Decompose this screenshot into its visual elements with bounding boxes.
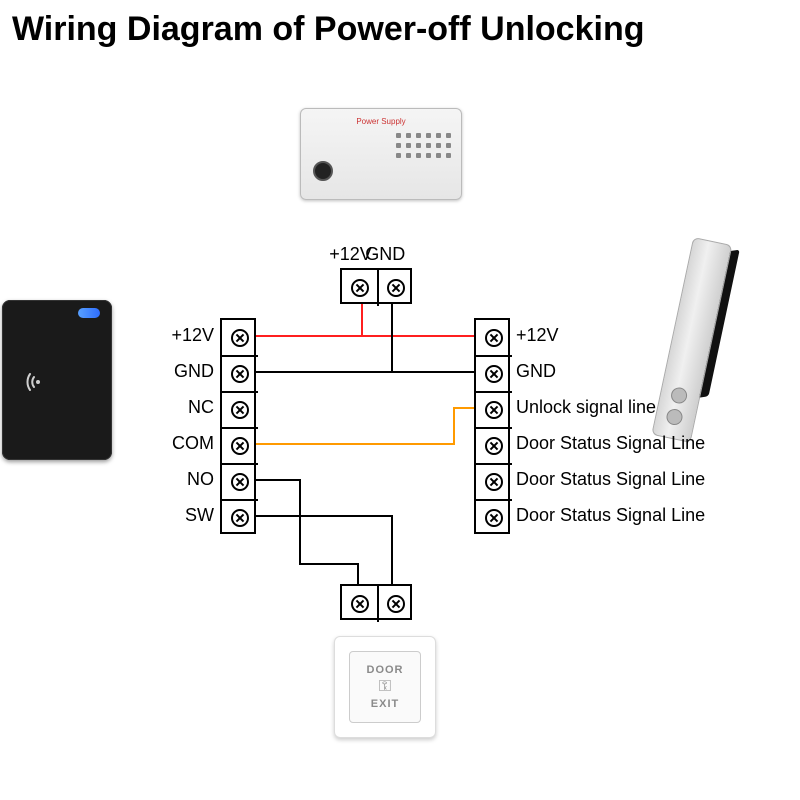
terminal-screw <box>378 586 414 622</box>
terminal-label: GND <box>365 244 405 265</box>
terminal-label: Door Status Signal Line <box>516 433 705 454</box>
exit-label-top: DOOR <box>367 664 404 676</box>
terminal-label: Door Status Signal Line <box>516 505 705 526</box>
terminal-label: NO <box>187 469 214 490</box>
terminal-screw <box>222 500 258 536</box>
wire-black <box>256 480 358 584</box>
rfid-icon <box>24 368 52 396</box>
reader-led-icon <box>78 308 100 318</box>
exit-button-device: DOOR ⚿ EXIT <box>334 636 436 738</box>
diagram-title: Wiring Diagram of Power-off Unlocking <box>12 10 788 49</box>
terminal-label: COM <box>172 433 214 454</box>
terminal-label: GND <box>516 361 556 382</box>
canvas: Wiring Diagram of Power-off Unlocking Po… <box>0 0 800 800</box>
wire-black <box>256 304 392 372</box>
terminal-screw <box>222 392 258 428</box>
terminal-block-left <box>220 318 256 534</box>
terminal-screw <box>476 464 512 500</box>
wire-orange <box>256 408 474 444</box>
terminal-screw <box>378 270 414 306</box>
card-reader-device <box>2 300 112 460</box>
terminal-screw <box>342 586 378 622</box>
terminal-screw <box>476 356 512 392</box>
wire-black <box>256 516 392 584</box>
terminal-screw <box>476 320 512 356</box>
terminal-screw <box>222 320 258 356</box>
wire-red <box>256 304 362 336</box>
terminal-label: SW <box>185 505 214 526</box>
terminal-screw <box>476 500 512 536</box>
exit-label-bottom: EXIT <box>371 698 399 710</box>
terminal-screw <box>342 270 378 306</box>
terminal-label: GND <box>174 361 214 382</box>
terminal-screw <box>222 428 258 464</box>
terminal-block-right <box>474 318 510 534</box>
terminal-screw <box>222 464 258 500</box>
power-supply-device: Power Supply <box>300 108 462 200</box>
terminal-screw <box>476 428 512 464</box>
terminal-screw <box>222 356 258 392</box>
key-icon: ⚿ <box>379 678 391 696</box>
terminal-block-exit <box>340 584 412 620</box>
terminal-block-psu <box>340 268 412 304</box>
psu-label: Power Supply <box>356 117 405 126</box>
terminal-label: NC <box>188 397 214 418</box>
terminal-label: +12V <box>171 325 214 346</box>
terminal-screw <box>476 392 512 428</box>
terminal-label: Door Status Signal Line <box>516 469 705 490</box>
terminal-label: +12V <box>516 325 559 346</box>
door-lock-device <box>652 237 742 443</box>
terminal-label: Unlock signal line <box>516 397 656 418</box>
